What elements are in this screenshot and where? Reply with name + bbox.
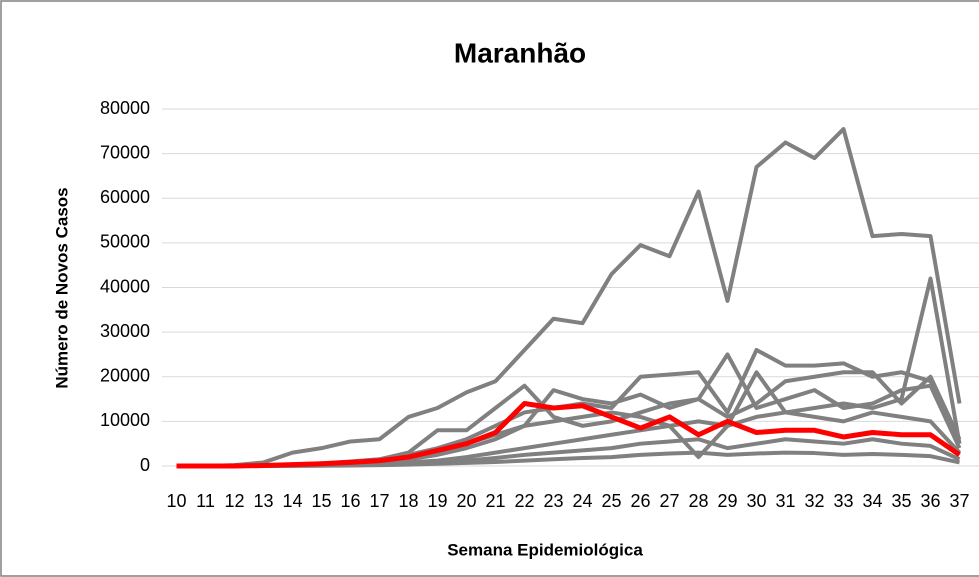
y-tick-label: 80000 (100, 98, 150, 118)
y-tick-label: 40000 (100, 276, 150, 296)
series-line (176, 401, 961, 469)
x-tick-label: 30 (746, 491, 766, 511)
x-tick-label: 20 (456, 491, 476, 511)
x-tick-label: 14 (282, 491, 302, 511)
y-tick-label: 50000 (100, 232, 150, 252)
x-tick-label: 22 (514, 491, 534, 511)
x-tick-label: 15 (311, 491, 331, 511)
x-tick-label: 31 (775, 491, 795, 511)
x-tick-label: 19 (427, 491, 447, 511)
x-tick-label: 37 (949, 491, 969, 511)
y-tick-label: 70000 (100, 142, 150, 162)
x-tick-label: 29 (717, 491, 737, 511)
x-tick-label: 33 (833, 491, 853, 511)
x-tick-label: 17 (369, 491, 389, 511)
y-tick-label: 30000 (100, 321, 150, 341)
x-tick-label: 27 (659, 491, 679, 511)
x-tick-label: 24 (572, 491, 592, 511)
x-tick-label: 18 (398, 491, 418, 511)
y-axis-label: Número de Novos Casos (52, 187, 71, 388)
x-tick-label: 26 (630, 491, 650, 511)
y-tick-label: 20000 (100, 366, 150, 386)
y-tick-label: 60000 (100, 187, 150, 207)
y-tick-label: 0 (140, 455, 150, 475)
x-tick-label: 13 (253, 491, 273, 511)
x-tick-label: 28 (688, 491, 708, 511)
x-tick-label: 36 (920, 491, 940, 511)
x-tick-label: 11 (196, 491, 215, 511)
x-tick-label: 34 (862, 491, 882, 511)
chart-title: Maranhão (454, 37, 586, 68)
y-tick-label: 10000 (100, 410, 150, 430)
x-tick-label: 16 (340, 491, 360, 511)
series-line (176, 127, 962, 468)
x-tick-label: 32 (804, 491, 824, 511)
x-tick-label: 25 (601, 491, 621, 511)
x-tick-label: 12 (224, 491, 244, 511)
x-axis-label: Semana Epidemiológica (447, 540, 643, 559)
x-tick-label: 21 (485, 491, 505, 511)
x-tick-label: 23 (543, 491, 563, 511)
x-tick-label: 35 (891, 491, 911, 511)
x-tick-label: 10 (166, 491, 186, 511)
